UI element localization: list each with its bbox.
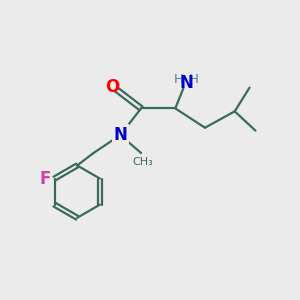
Text: O: O xyxy=(105,78,119,96)
Text: N: N xyxy=(180,74,194,92)
Text: N: N xyxy=(113,126,127,144)
Text: H: H xyxy=(174,73,184,86)
Text: H: H xyxy=(189,73,199,86)
Text: CH₃: CH₃ xyxy=(132,158,153,167)
Text: F: F xyxy=(39,169,51,188)
